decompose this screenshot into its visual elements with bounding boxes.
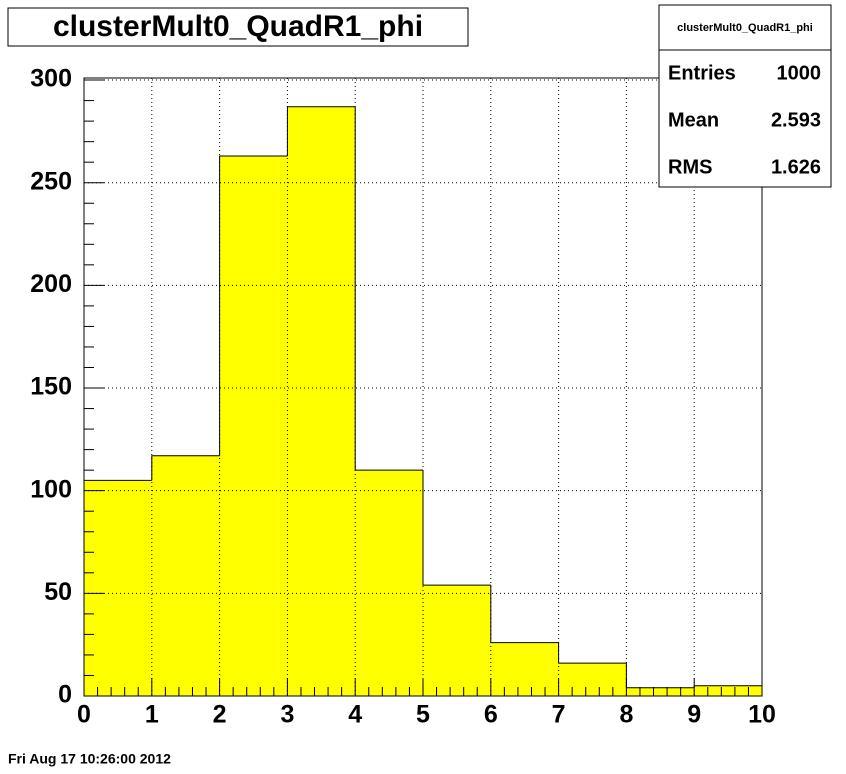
- x-tick-label: 1: [145, 701, 159, 729]
- histogram-bar: [219, 156, 288, 697]
- histogram-outline: [354, 106, 423, 471]
- histogram-outline: [490, 585, 559, 644]
- x-tick-label: 7: [552, 701, 566, 729]
- title-box: [7, 7, 469, 47]
- chart-title: clusterMult0_QuadR1_phi: [53, 10, 423, 43]
- histogram-bar: [151, 455, 220, 696]
- y-tick-label: 150: [30, 373, 72, 401]
- histogram-bar: [84, 480, 152, 696]
- y-tick-label: 300: [30, 65, 72, 93]
- y-tick-label: 50: [44, 578, 72, 606]
- y-tick-label: 250: [30, 167, 72, 195]
- stats-box: [658, 4, 832, 188]
- stats-value: 2.593: [771, 109, 821, 131]
- x-tick-label: 8: [619, 701, 633, 729]
- stats-label: Entries: [668, 62, 736, 84]
- y-tick-label: 200: [30, 270, 72, 298]
- histogram-bar: [287, 106, 356, 696]
- histogram-outline: [286, 106, 356, 157]
- y-tick-label: 0: [58, 681, 72, 709]
- y-tick-label: 100: [30, 475, 72, 503]
- histogram-bar: [626, 687, 695, 696]
- x-tick-label: 4: [348, 701, 362, 729]
- x-tick-label: 9: [687, 701, 701, 729]
- x-tick-label: 2: [213, 701, 227, 729]
- x-tick-label: 0: [77, 701, 91, 729]
- x-tick-label: 10: [748, 701, 776, 729]
- histogram-bar: [490, 642, 559, 696]
- x-tick-label: 3: [280, 701, 294, 729]
- x-tick-label: 6: [484, 701, 498, 729]
- stats-value: 1000: [777, 62, 822, 84]
- histogram-bar: [355, 470, 423, 696]
- footer-date: Fri Aug 17 10:26:00 2012: [8, 751, 171, 767]
- stats-label: Mean: [668, 109, 719, 131]
- histogram-bar: [694, 685, 762, 696]
- histogram-bar: [558, 663, 627, 696]
- histogram-outline: [422, 470, 491, 586]
- histogram-outline: [151, 455, 220, 481]
- histogram-bar: [423, 585, 491, 696]
- stats-label: RMS: [668, 156, 712, 178]
- stats-title: clusterMult0_QuadR1_phi: [677, 22, 813, 34]
- histogram-outline: [558, 642, 627, 664]
- stats-value: 1.626: [771, 156, 821, 178]
- x-tick-label: 5: [416, 701, 430, 729]
- histogram-outline: [219, 155, 288, 456]
